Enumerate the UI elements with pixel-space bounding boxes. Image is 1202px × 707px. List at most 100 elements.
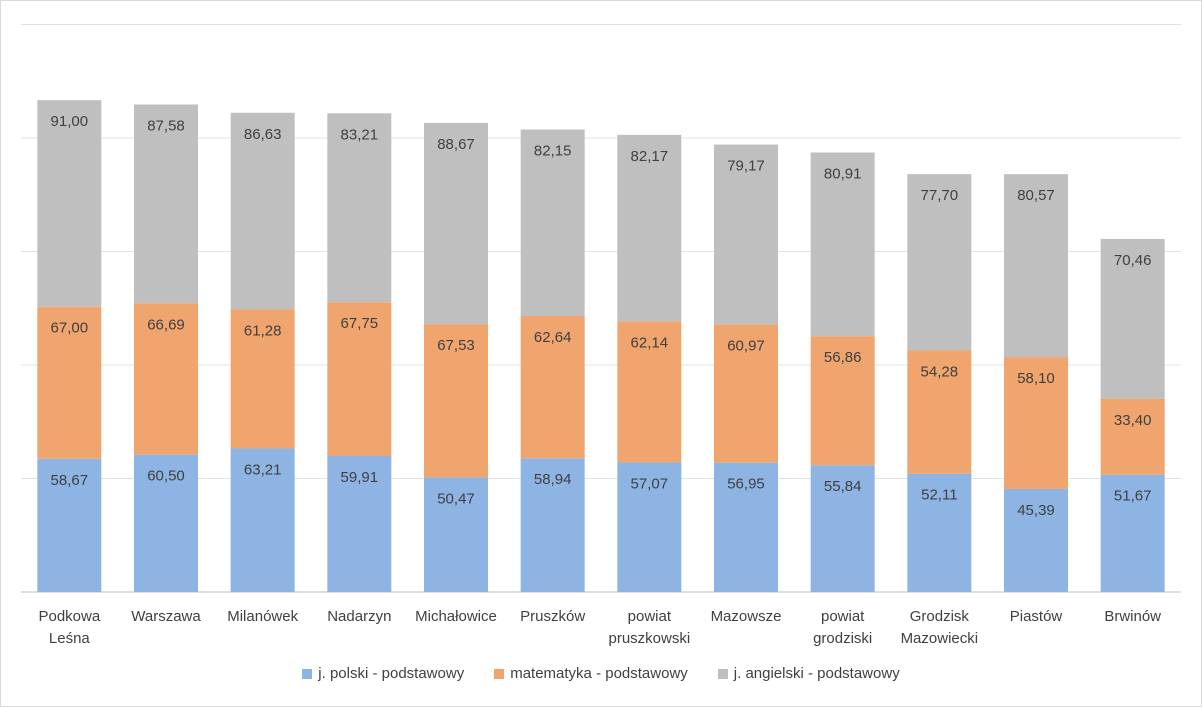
data-label: 59,91 [341, 469, 379, 486]
data-label: 58,10 [1017, 370, 1055, 387]
data-label: 91,00 [51, 113, 89, 130]
legend-swatch [494, 668, 505, 679]
data-label: 58,67 [51, 472, 89, 489]
bar-segment [230, 112, 295, 310]
data-label: 62,64 [534, 329, 572, 346]
data-label: 50,47 [437, 490, 475, 507]
bar-segment [1004, 357, 1068, 489]
x-tick-label: Piastów [1010, 608, 1063, 625]
bar-segment [134, 454, 198, 592]
bar-segment [1100, 238, 1165, 399]
bar-segment [810, 465, 875, 592]
category-labels: Podkowa Leśna Warszawa Milanówek Nadarzyn Mic… [38, 608, 1161, 647]
bar-segment [907, 350, 972, 474]
x-tick-label: Warszawa [131, 608, 201, 625]
legend-swatch [302, 668, 313, 679]
bars [37, 100, 1165, 592]
data-label: 86,63 [244, 126, 282, 143]
bar-segment [1100, 398, 1165, 475]
x-tick-label: Nadarzyn [327, 608, 391, 625]
data-label: 88,67 [437, 136, 475, 153]
bar-segment [230, 448, 295, 592]
data-label: 63,21 [244, 462, 282, 479]
data-label: 60,50 [147, 468, 185, 485]
bar-segment [1004, 488, 1068, 592]
x-tick-label: Pruszków [520, 608, 585, 625]
x-tick-label: Michałowice [415, 608, 497, 625]
data-label: 55,84 [824, 478, 862, 495]
bar-segment [1004, 174, 1068, 358]
bar-segment [810, 336, 875, 466]
data-label: 70,46 [1114, 252, 1152, 269]
data-label: 51,67 [1114, 488, 1152, 505]
bar-segment [327, 113, 392, 303]
bar-segment [617, 134, 682, 322]
data-label: 62,14 [631, 334, 669, 351]
bar-segment [327, 302, 392, 457]
bar-segment [520, 129, 585, 317]
data-label: 80,57 [1017, 187, 1055, 204]
bar-segment [1100, 474, 1165, 592]
bar-segment [617, 321, 682, 463]
data-label: 77,70 [921, 187, 959, 204]
legend-label: matematyka - podstawowy [510, 665, 688, 682]
x-tick-label: Podkowa Leśna [38, 608, 100, 647]
legend-item: j. polski - podstawowy [302, 665, 464, 682]
bar-segment [810, 152, 875, 337]
x-tick-label: Brwinów [1104, 608, 1161, 625]
data-label: 87,58 [147, 117, 185, 134]
bar-segment [327, 456, 392, 592]
legend-label: j. polski - podstawowy [318, 665, 465, 682]
bar-segment [714, 324, 778, 463]
x-tick-label: Grodzisk Mazowiecki [901, 608, 979, 647]
data-label: 80,91 [824, 166, 862, 183]
bar-segment [37, 458, 102, 592]
x-tick-label: Mazowsze [711, 608, 782, 625]
bar-segment [37, 100, 102, 307]
bar-segment [714, 462, 778, 592]
bar-segment [714, 144, 778, 325]
data-label: 66,69 [147, 316, 185, 333]
bar-segment [907, 473, 972, 592]
bar-segment [424, 122, 488, 325]
data-label: 56,86 [824, 349, 862, 366]
data-label: 67,53 [437, 337, 475, 354]
x-tick-label: Milanówek [227, 608, 298, 625]
data-label: 61,28 [244, 322, 282, 339]
data-label: 54,28 [921, 363, 959, 380]
data-label: 33,40 [1114, 412, 1152, 429]
data-label: 52,11 [921, 487, 957, 504]
data-label: 83,21 [341, 126, 379, 143]
bar-segment [134, 104, 198, 304]
bar-segment [134, 303, 198, 455]
x-tick-label: powiat pruszkowski [608, 608, 690, 647]
data-label: 67,75 [341, 315, 379, 332]
data-label: 67,00 [51, 320, 89, 337]
data-labels: 58,67 67,00 91,00 60,50 66,69 87,58 63,21 61,28… [51, 113, 1152, 519]
legend-swatch [717, 668, 728, 679]
legend-label: j. angielski - podstawowy [733, 665, 900, 682]
legend: j. polski - podstawowy matematyka - podst… [1, 665, 1201, 682]
data-label: 56,95 [727, 476, 765, 493]
data-label: 82,17 [631, 148, 669, 165]
bar-segment [230, 309, 295, 449]
legend-item: matematyka - podstawowy [494, 665, 688, 682]
bar-segment [617, 462, 682, 592]
bar-segment [424, 324, 488, 478]
bar-segment [424, 477, 488, 592]
data-label: 58,94 [534, 471, 572, 488]
bar-segment [520, 316, 585, 459]
data-label: 45,39 [1017, 502, 1055, 519]
bar-segment [37, 306, 102, 459]
bar-segment [520, 458, 585, 592]
bar-segment [907, 174, 972, 351]
data-label: 82,15 [534, 143, 572, 160]
x-tick-label: powiat grodziski [813, 608, 872, 647]
data-label: 79,17 [727, 158, 765, 175]
legend-item: j. angielski - podstawowy [717, 665, 900, 682]
data-label: 60,97 [727, 337, 765, 354]
gridlines [21, 24, 1181, 593]
data-label: 57,07 [631, 475, 669, 492]
